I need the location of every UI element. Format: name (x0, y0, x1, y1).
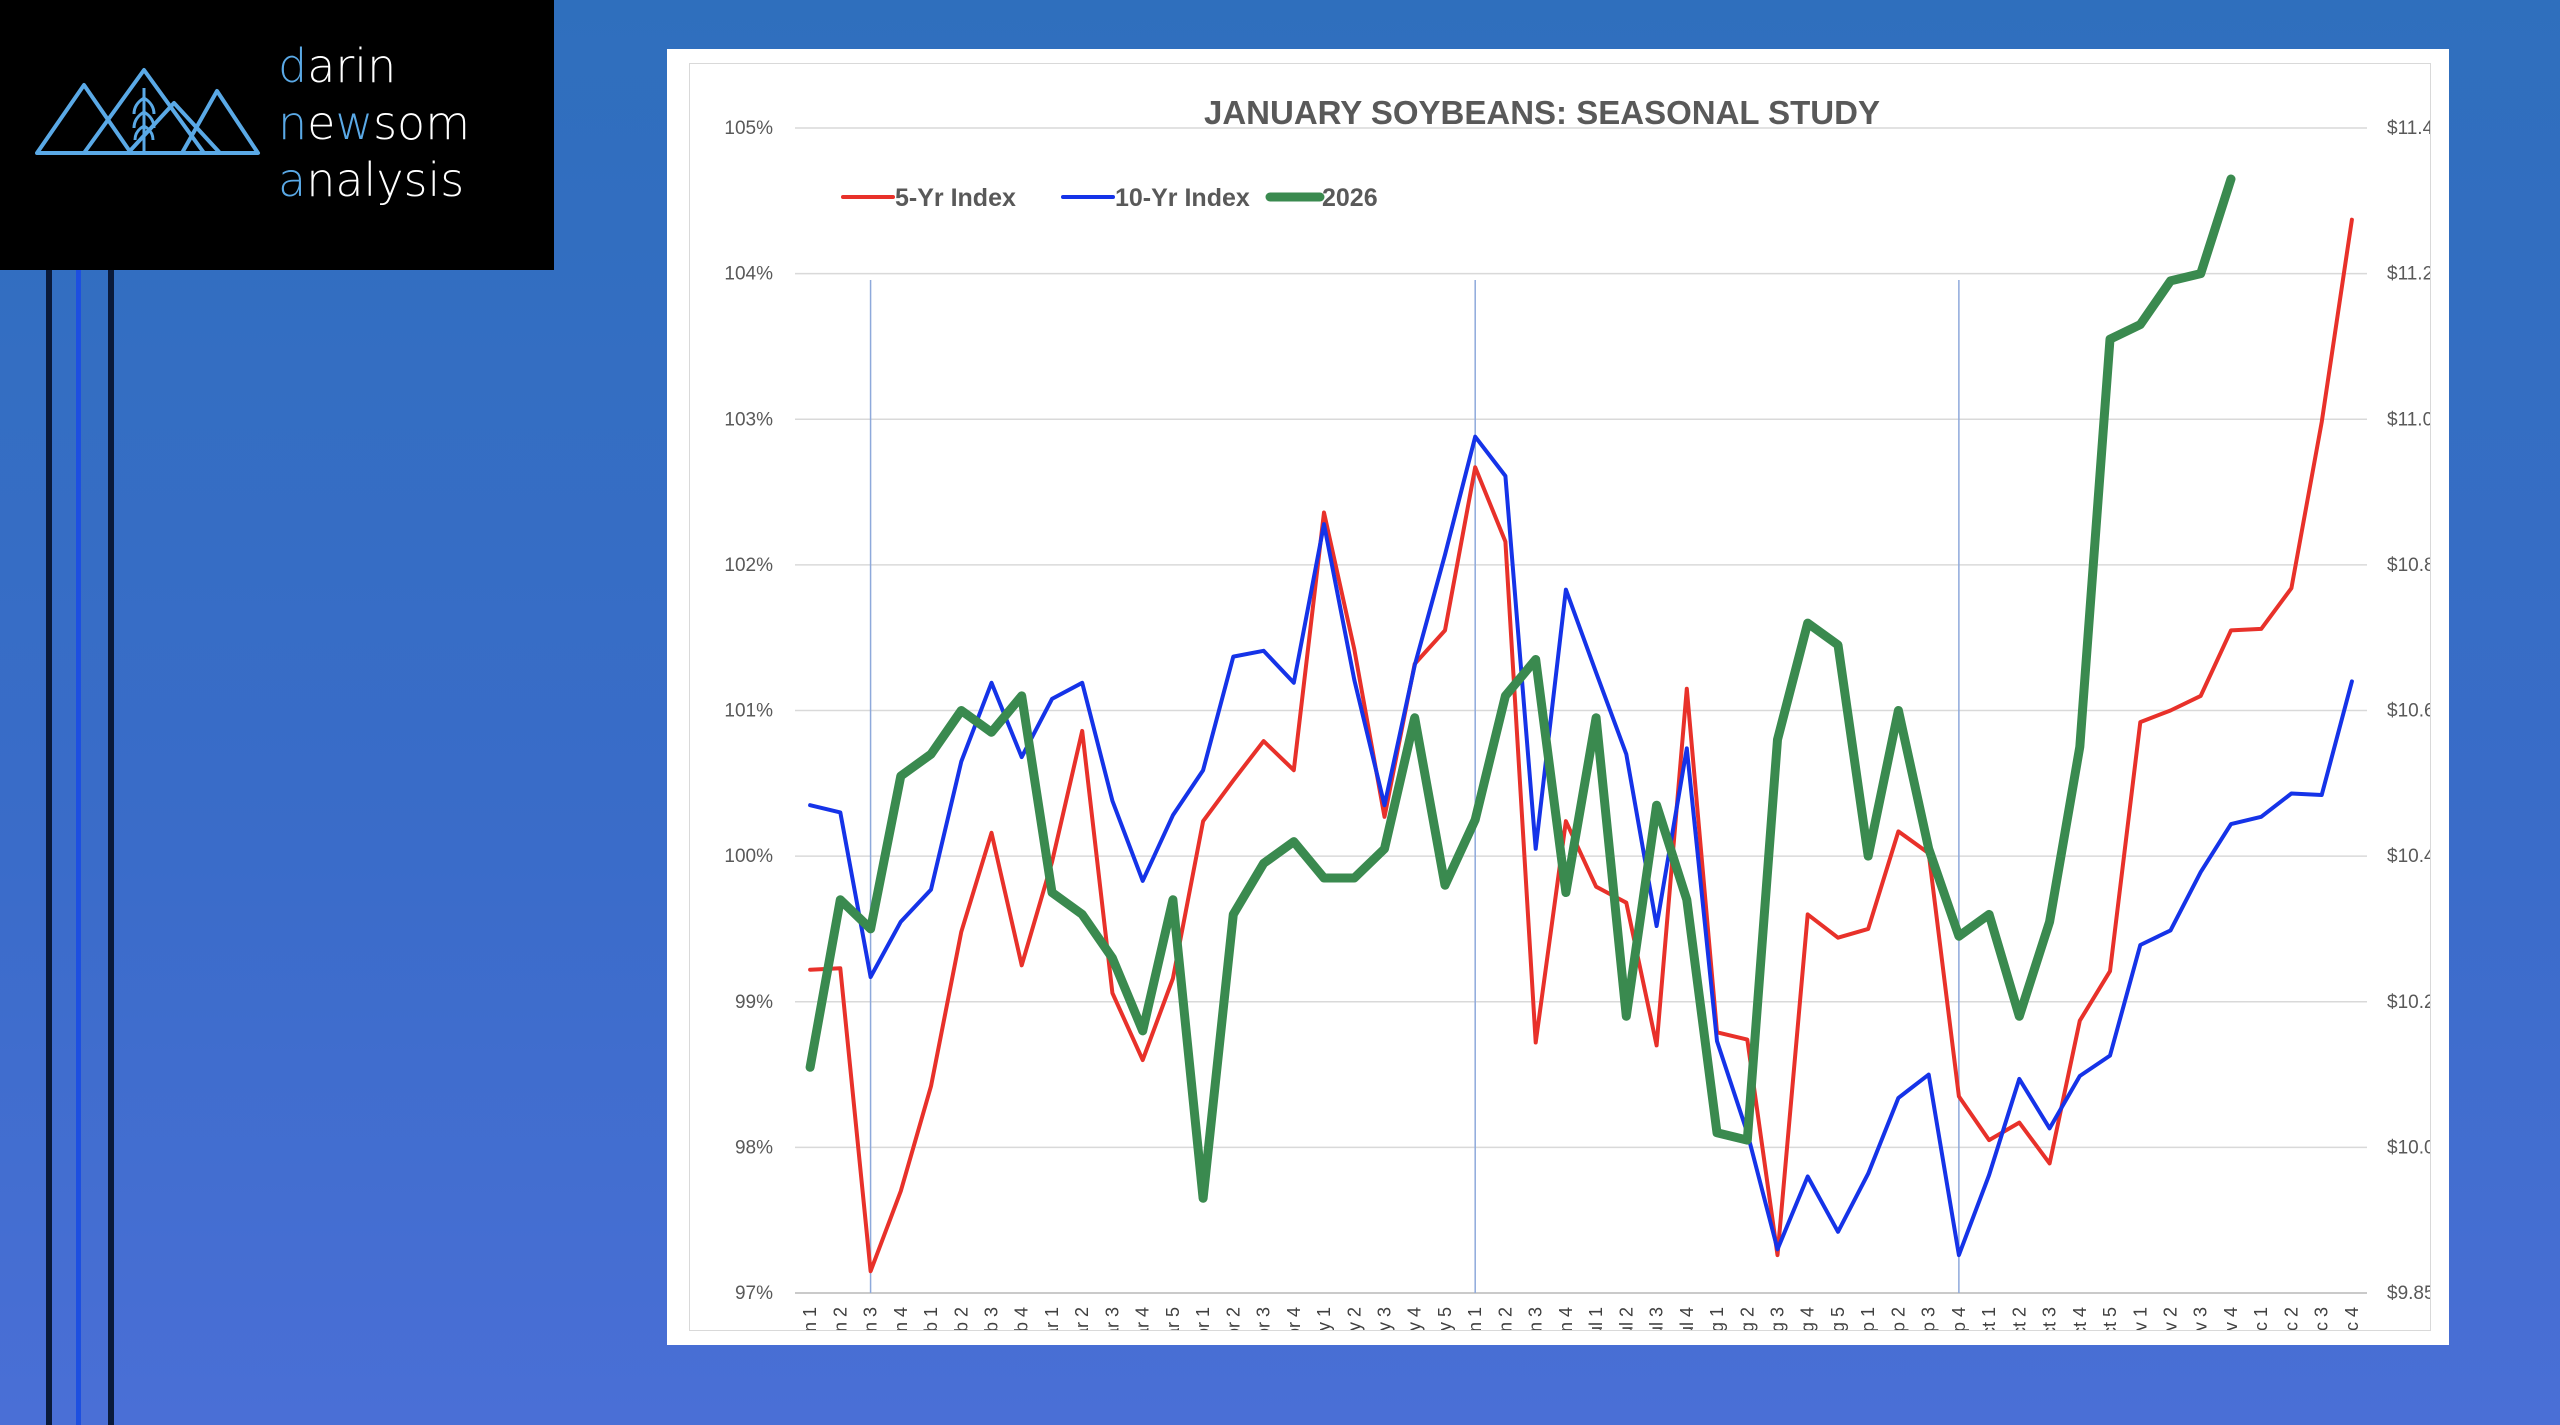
x-tick-label: Apr 3 (1254, 1307, 1274, 1330)
x-tick-label: Mar 5 (1163, 1307, 1183, 1330)
series-line-5-yr-index (808, 217, 2354, 1274)
x-tick-label: Mar 1 (1042, 1307, 1062, 1330)
x-tick-label: Nov 4 (2221, 1307, 2241, 1330)
right-tick-label: $11.25 (2387, 264, 2430, 285)
right-tick-label: $10.45 (2387, 846, 2430, 867)
right-tick-label: $10.25 (2387, 992, 2430, 1013)
x-tick-label: Nov 3 (2191, 1307, 2211, 1330)
x-tick-label: Jun 2 (1495, 1307, 1515, 1330)
logo-box: darin newsom analysis (0, 0, 554, 270)
x-tick-label: Oct 1 (1979, 1307, 1999, 1330)
x-tick-label: Nov 2 (2161, 1307, 2181, 1330)
x-tick-label: Sep 3 (1919, 1307, 1939, 1330)
chart-frame: 97% 98% 99% 100% 101% 102% 103% 104% 105% $9.85 $… (689, 63, 2445, 1356)
left-tick-label: 99% (735, 992, 773, 1013)
series-line-2026 (805, 174, 2236, 1203)
legend-label: 5-Yr Index (895, 184, 1016, 212)
brand-line-3: analysis (278, 153, 465, 207)
x-tick-label: Dec 1 (2251, 1307, 2271, 1330)
x-tick-label: Dec 3 (2312, 1307, 2332, 1330)
decor-bar-2 (76, 270, 81, 1425)
right-tick-label: $11.45 (2387, 118, 2430, 139)
mountain-logo-icon (35, 68, 260, 155)
left-tick-label: 103% (724, 409, 773, 430)
brand-line-2: newsom (278, 96, 471, 150)
x-tick-label: Jan 1 (800, 1307, 820, 1330)
x-tick-label: Jun 3 (1526, 1307, 1546, 1330)
x-tick-label: Jun 1 (1465, 1307, 1485, 1330)
series-line-10-yr-index (808, 434, 2354, 1258)
x-tick-label: Jan 2 (830, 1307, 850, 1330)
x-tick-label: Sep 1 (1858, 1307, 1878, 1330)
x-tick-label: Aug 5 (1828, 1307, 1848, 1330)
x-tick-label: Jan 3 (861, 1307, 881, 1330)
legend-label: 10-Yr Index (1115, 184, 1250, 212)
right-tick-label: $10.65 (2387, 701, 2430, 722)
x-tick-label: Jul 1 (1586, 1307, 1606, 1330)
x-tick-label: May 1 (1314, 1307, 1334, 1330)
brand-line-1: darin (278, 39, 397, 93)
x-tick-label: Jul 2 (1616, 1307, 1636, 1330)
x-tick-label: Apr 1 (1193, 1307, 1213, 1330)
left-tick-label: 98% (735, 1137, 773, 1158)
x-axis-ticks: Jan 1 Jan 2 Jan 3 Jan 4 Feb 1 Feb 2 Feb 3 Feb 4… (800, 1307, 2362, 1356)
x-tick-label: May 2 (1344, 1307, 1364, 1330)
x-tick-label: Aug 1 (1707, 1307, 1727, 1330)
decor-bar-3 (108, 270, 114, 1425)
x-tick-label: Feb 2 (951, 1307, 971, 1330)
legend-label: 2026 (1322, 184, 1378, 212)
chart-card: 97% 98% 99% 100% 101% 102% 103% 104% 105% $9.85 $… (667, 49, 2449, 1356)
x-tick-label: Aug 3 (1768, 1307, 1788, 1330)
x-tick-label: Dec 2 (2281, 1307, 2301, 1330)
right-tick-label: $11.05 (2387, 409, 2430, 430)
x-tick-label: Jan 4 (891, 1307, 911, 1330)
x-tick-label: Oct 5 (2100, 1307, 2120, 1330)
seasonal-line-chart: 97%98%99%100%101%102%103%104%105% $9.85$… (724, 94, 2445, 1356)
x-tick-label: Mar 3 (1102, 1307, 1122, 1330)
x-tick-label: Sep 2 (1888, 1307, 1908, 1330)
chart-title: JANUARY SOYBEANS: SEASONAL STUDY (1204, 94, 1880, 131)
gridlines (795, 127, 2367, 1294)
x-tick-label: Mar 4 (1133, 1307, 1153, 1330)
right-tick-label: $10.05 (2387, 1137, 2430, 1158)
x-tick-label: May 5 (1435, 1307, 1455, 1330)
x-tick-label: Oct 3 (2040, 1307, 2060, 1330)
series-lines (805, 174, 2354, 1274)
x-tick-label: Aug 4 (1798, 1307, 1818, 1330)
x-tick-label: Dec 4 (2342, 1307, 2362, 1330)
x-tick-label: Feb 3 (982, 1307, 1002, 1330)
x-tick-label: Oct 2 (2009, 1307, 2029, 1330)
left-tick-label: 104% (724, 264, 773, 285)
right-tick-label: $10.85 (2387, 555, 2430, 576)
x-tick-label: Mar 2 (1072, 1307, 1092, 1330)
left-tick-label: 101% (724, 701, 773, 722)
brand-wordmark: darin newsom analysis (278, 38, 470, 209)
decor-bar-1 (46, 270, 52, 1425)
x-tick-label: Jul 3 (1647, 1307, 1667, 1330)
x-tick-label: Oct 4 (2070, 1307, 2090, 1330)
right-tick-label: $9.85 (2387, 1283, 2430, 1304)
x-tick-label: Nov 1 (2130, 1307, 2150, 1330)
x-tick-label: Apr 2 (1223, 1307, 1243, 1330)
x-tick-label: Apr 4 (1284, 1307, 1304, 1330)
x-tick-label: Aug 2 (1737, 1307, 1757, 1330)
x-tick-label: May 3 (1375, 1307, 1395, 1330)
x-tick-label: May 4 (1405, 1307, 1425, 1330)
legend: 5-Yr Index 10-Yr Index 2026 (841, 184, 1378, 212)
vertical-markers (869, 280, 1960, 1293)
right-axis-ticks: $9.85 $10.05 $10.25 $10.45 $10.65 $10.85 $11.0… (2387, 118, 2445, 1304)
x-tick-label: Sep 4 (1949, 1307, 1969, 1330)
x-tick-label: Feb 4 (1012, 1307, 1032, 1330)
x-tick-label: Jul 4 (1677, 1307, 1697, 1330)
left-tick-label: 100% (724, 846, 773, 867)
x-tick-label: Jun 4 (1556, 1307, 1576, 1330)
x-tick-label: Feb 1 (921, 1307, 941, 1330)
left-tick-label: 97% (735, 1283, 773, 1304)
left-axis-ticks: 97% 98% 99% 100% 101% 102% 103% 104% 105% (724, 118, 773, 1304)
left-tick-label: 102% (724, 555, 773, 576)
left-tick-label: 105% (724, 118, 773, 139)
